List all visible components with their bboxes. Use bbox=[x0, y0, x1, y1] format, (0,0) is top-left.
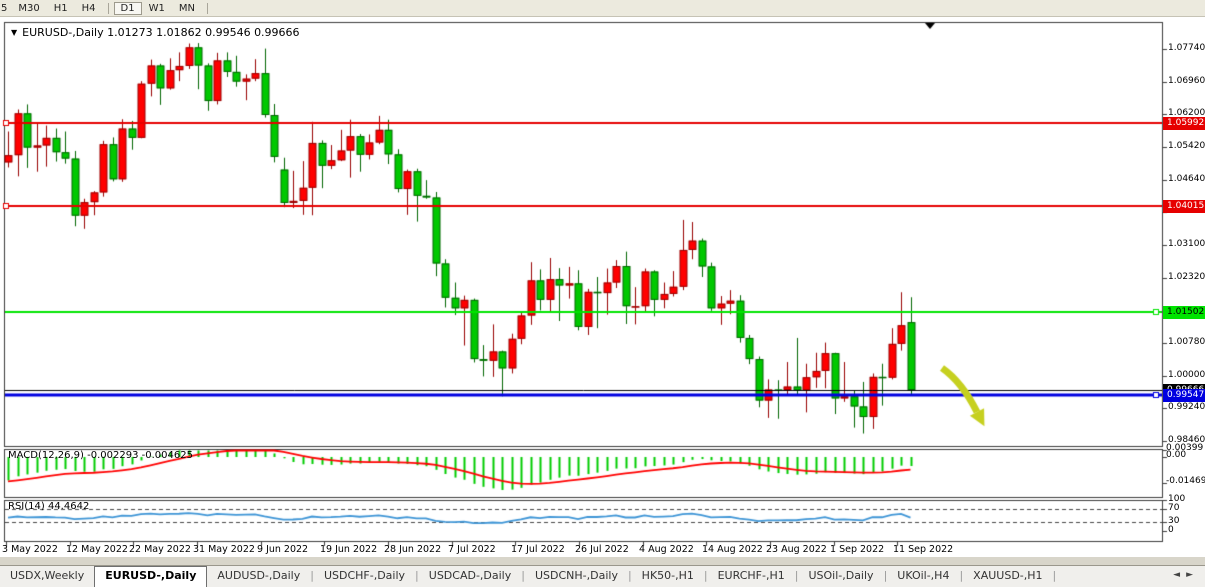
tab-separator: | bbox=[1052, 569, 1057, 582]
date-axis-label: 19 Jun 2022 bbox=[320, 544, 378, 555]
rsi-indicator-label: RSI(14) 44.4642 bbox=[8, 501, 90, 512]
date-axis-label: 3 May 2022 bbox=[2, 544, 58, 555]
rsi-axis-label: 70 bbox=[1168, 503, 1180, 513]
macd-indicator-label: MACD(12,26,9) -0.002293 -0.004625 bbox=[8, 450, 193, 461]
price-axis-label: 0.99240 bbox=[1168, 402, 1205, 412]
toolbar-separator bbox=[107, 2, 109, 14]
price-axis-label: 1.06960 bbox=[1168, 76, 1205, 86]
timeframe-button-5[interactable]: 5 bbox=[1, 2, 8, 14]
macd-axis-label: 0.00399 bbox=[1166, 443, 1204, 453]
chart-tab-eurchf[interactable]: EURCHF-,H1 bbox=[717, 569, 785, 582]
timeframe-button-h4[interactable]: H4 bbox=[81, 2, 96, 14]
date-axis-label: 14 Aug 2022 bbox=[702, 544, 763, 555]
price-tag-101502[interactable]: 1.01502 bbox=[1163, 306, 1205, 319]
statusbar-strip bbox=[0, 557, 1205, 565]
price-tag-104015[interactable]: 1.04015 bbox=[1163, 200, 1205, 213]
price-axis-label: 1.04640 bbox=[1168, 174, 1205, 184]
date-axis-label: 26 Jul 2022 bbox=[575, 544, 629, 555]
tab-separator: | bbox=[415, 569, 419, 582]
price-axis-label: 1.00780 bbox=[1168, 337, 1205, 347]
date-axis-label: 17 Jul 2022 bbox=[511, 544, 565, 555]
timeframe-button-mn[interactable]: MN bbox=[178, 2, 195, 14]
date-axis-label: 22 May 2022 bbox=[129, 544, 191, 555]
tab-separator: | bbox=[627, 569, 632, 582]
price-axis-label: 1.07740 bbox=[1168, 43, 1205, 53]
price-tag-099547[interactable]: 0.99547 bbox=[1163, 389, 1205, 402]
price-axis-label: 1.00000 bbox=[1168, 370, 1205, 380]
tab-scroll-left-icon[interactable]: ◄ bbox=[1173, 570, 1187, 580]
chart-tab-usoil[interactable]: USOil-,Daily bbox=[808, 569, 874, 582]
symbol-period-label: EURUSD-,Daily bbox=[22, 26, 104, 39]
date-axis-label: 31 May 2022 bbox=[193, 544, 255, 555]
chart-tab-eurusd[interactable]: EURUSD-,Daily bbox=[94, 566, 208, 587]
price-axis-label: 1.06200 bbox=[1168, 108, 1205, 118]
chart-tab-usdchf[interactable]: USDCHF-,Daily bbox=[323, 569, 406, 582]
price-axis-label: 1.05420 bbox=[1168, 141, 1205, 151]
price-axis-label: 1.02320 bbox=[1168, 272, 1205, 282]
timeframe-toolbar: 5 M30 H1 H4 D1 W1 MN bbox=[0, 0, 1205, 17]
tab-separator: | bbox=[883, 569, 888, 582]
price-chart-canvas[interactable] bbox=[0, 0, 1205, 560]
tab-separator: | bbox=[794, 569, 799, 582]
rsi-axis-label: 0 bbox=[1168, 525, 1174, 535]
chart-tab-hk50[interactable]: HK50-,H1 bbox=[641, 569, 694, 582]
chart-tab-usdx[interactable]: USDX,Weekly bbox=[10, 569, 85, 582]
date-axis-label: 4 Aug 2022 bbox=[639, 544, 694, 555]
tab-separator: | bbox=[310, 569, 314, 582]
rsi-axis-label: 30 bbox=[1168, 516, 1180, 526]
date-axis-label: 7 Jul 2022 bbox=[448, 544, 496, 555]
date-axis-label: 12 May 2022 bbox=[66, 544, 128, 555]
timeframe-button-d1[interactable]: D1 bbox=[113, 1, 142, 15]
collapse-triangle-icon[interactable]: ▼ bbox=[11, 28, 18, 37]
ohlc-values: 1.01273 1.01862 0.99546 0.99666 bbox=[107, 26, 300, 39]
price-tag-105992[interactable]: 1.05992 bbox=[1163, 117, 1205, 130]
symbol-tabbar: USDX,Weekly EURUSD-,Daily AUDUSD-,Daily | US… bbox=[0, 565, 1205, 587]
date-axis-label: 11 Sep 2022 bbox=[893, 544, 954, 555]
tab-separator: | bbox=[703, 569, 708, 582]
price-axis-label: 1.03100 bbox=[1168, 239, 1205, 249]
tab-scroll-right-icon[interactable]: ► bbox=[1186, 570, 1199, 580]
date-axis-label: 1 Sep 2022 bbox=[830, 544, 885, 555]
macd-axis-label: -0.014695 bbox=[1166, 476, 1205, 486]
chart-tab-ukoil[interactable]: UKOil-,H4 bbox=[897, 569, 950, 582]
timeframe-button-m30[interactable]: M30 bbox=[18, 2, 40, 14]
price-axis-label: 0.98460 bbox=[1168, 435, 1205, 445]
macd-axis-label: 0.00 bbox=[1166, 450, 1187, 460]
date-axis-label: 23 Aug 2022 bbox=[766, 544, 827, 555]
chart-tab-usdcad[interactable]: USDCAD-,Daily bbox=[428, 569, 512, 582]
chart-tab-usdcnh[interactable]: USDCNH-,Daily bbox=[534, 569, 618, 582]
chart-tab-xauusd[interactable]: XAUUSD-,H1 bbox=[973, 569, 1043, 582]
date-axis-label: 28 Jun 2022 bbox=[384, 544, 442, 555]
tab-separator: | bbox=[959, 569, 964, 582]
timeframe-button-h1[interactable]: H1 bbox=[53, 2, 68, 14]
timeframe-button-w1[interactable]: W1 bbox=[148, 2, 165, 14]
rsi-axis-label: 100 bbox=[1168, 494, 1186, 504]
date-axis-label: 9 Jun 2022 bbox=[257, 544, 309, 555]
chart-tab-audusd[interactable]: AUDUSD-,Daily bbox=[217, 569, 301, 582]
tab-separator: | bbox=[521, 569, 525, 582]
tab-scroll-arrows[interactable]: ◄► bbox=[1173, 570, 1199, 580]
chart-symbol-title: ▼ EURUSD-,Daily 1.01273 1.01862 0.99546 0… bbox=[11, 26, 300, 39]
toolbar-separator bbox=[206, 2, 208, 14]
